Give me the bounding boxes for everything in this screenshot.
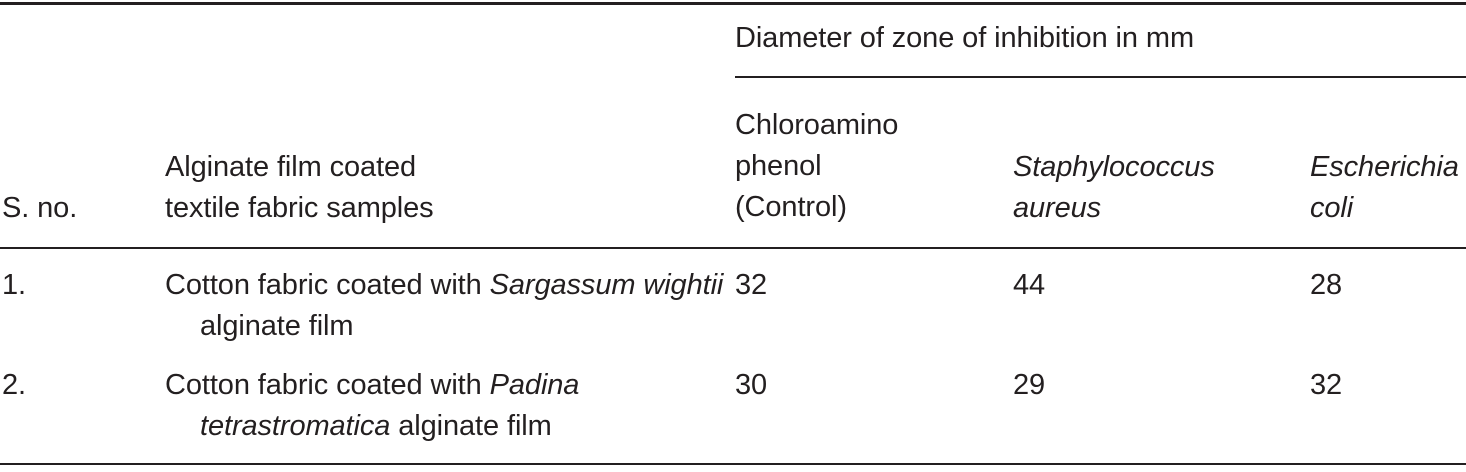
staph-genus: Staphylococcus xyxy=(1013,151,1215,183)
column-header-control: Chloroamino phenol (Control) xyxy=(735,109,899,223)
column-header-staphylococcus-aureus: Staphylococcus aureus xyxy=(1013,147,1293,229)
spanning-header-diameter: Diameter of zone of inhibition in mm xyxy=(735,22,1194,54)
row-1-sample-prefix: Cotton fabric coated with xyxy=(165,269,490,301)
table-row-2-ecoli-value: 32 xyxy=(1310,369,1343,401)
ecoli-species: coli xyxy=(1310,192,1354,224)
table-row-1-serial: 1. xyxy=(2,269,26,301)
table-row-2-serial: 2. xyxy=(2,369,26,401)
table-row-1-staph-value: 44 xyxy=(1013,269,1046,301)
table-row-1-sample: Cotton fabric coated with Sargassum wigh… xyxy=(165,265,740,347)
row-2-sample-species: Padina tetrastromatica xyxy=(200,369,580,442)
table-row-2-control-value: 30 xyxy=(735,369,768,401)
column-header-serial-number: S. no. xyxy=(2,192,78,224)
table-top-rule xyxy=(0,2,1466,5)
row-1-sample-suffix: alginate film xyxy=(200,310,354,342)
ecoli-genus: Escherichia xyxy=(1310,151,1459,183)
row-2-sample-suffix: alginate film xyxy=(390,410,552,442)
spanning-header-rule xyxy=(735,76,1466,78)
table-row-1-ecoli-value: 28 xyxy=(1310,269,1343,301)
row-1-sample-species: Sargassum wightii xyxy=(489,269,724,301)
column-header-escherichia-coli: Escherichia coli xyxy=(1310,147,1466,229)
row-2-sample-prefix: Cotton fabric coated with xyxy=(165,369,490,401)
column-header-sample: Alginate film coated textile fabric samp… xyxy=(165,151,434,224)
table-row-2-staph-value: 29 xyxy=(1013,369,1046,401)
table-row-1-control-value: 32 xyxy=(735,269,768,301)
table-bottom-rule xyxy=(0,463,1466,465)
staph-species: aureus xyxy=(1013,192,1102,224)
table-row-2-sample: Cotton fabric coated with Padina tetrast… xyxy=(165,365,740,447)
header-bottom-rule xyxy=(0,247,1466,249)
